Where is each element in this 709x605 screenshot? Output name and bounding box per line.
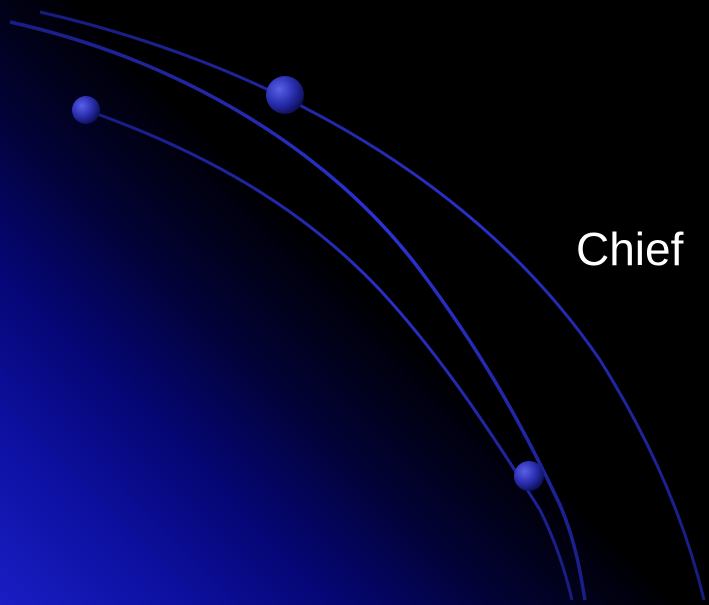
bead-bottom [514,461,544,491]
arc-inner [85,108,574,601]
arc-middle [9,20,587,601]
bead-left [72,96,100,124]
arc-outer [39,10,706,601]
bead-top [266,76,304,114]
slide-title: Chief [576,223,684,275]
